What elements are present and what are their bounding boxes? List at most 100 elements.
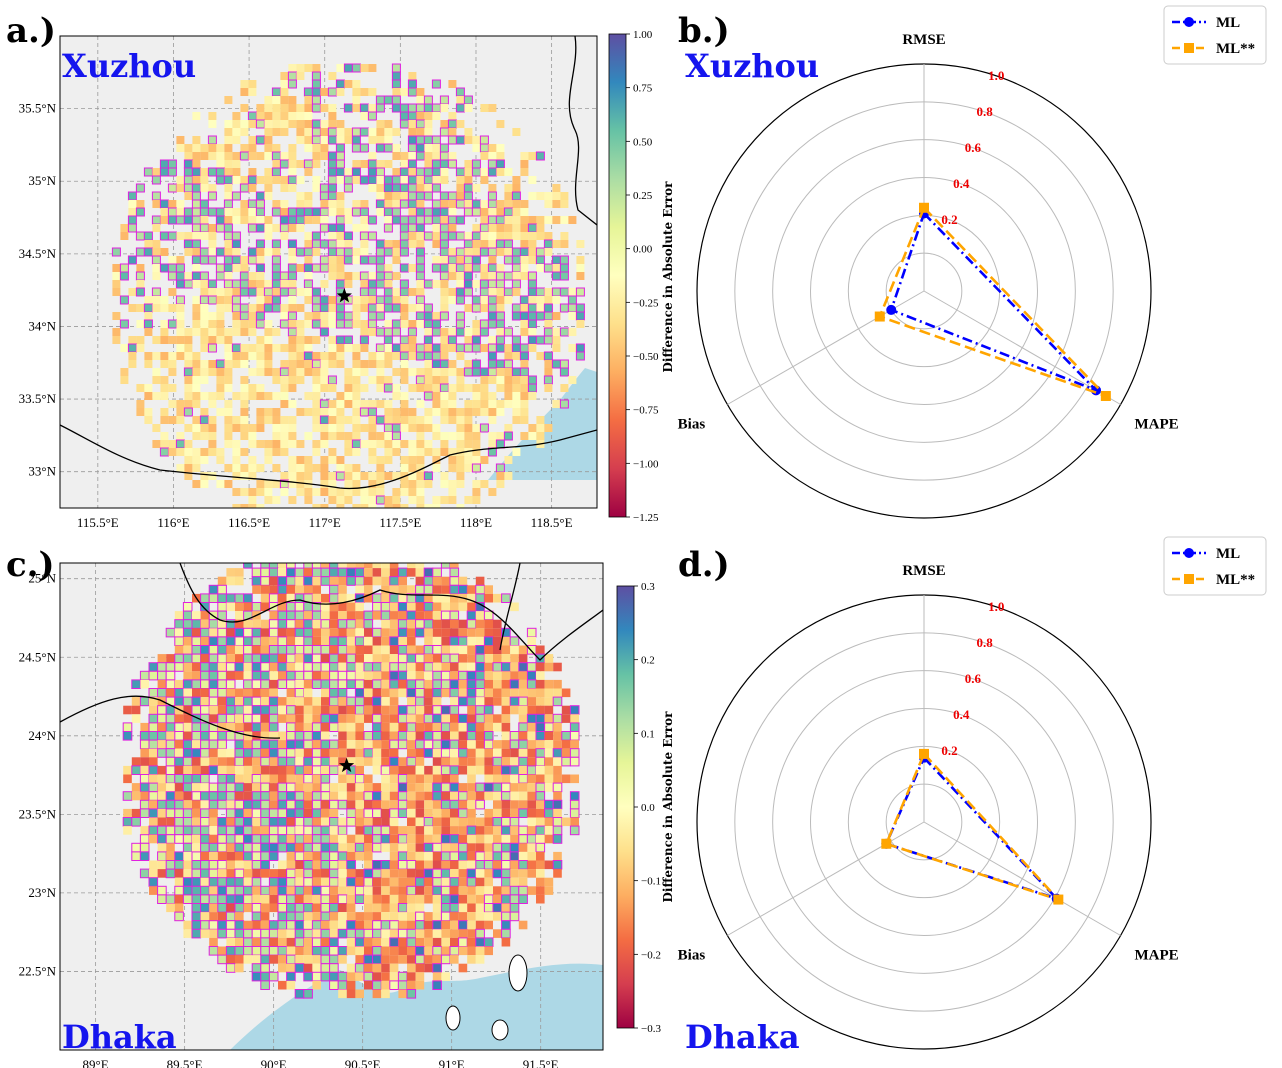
heatmap-cell: [560, 240, 569, 248]
heatmap-cell: [511, 263, 521, 273]
heatmap-cell: [376, 208, 385, 216]
heatmap-cell: [346, 628, 356, 637]
heatmap-cell: [264, 224, 273, 232]
heatmap-cell: [176, 200, 185, 208]
heatmap-cell: [256, 280, 265, 288]
heatmap-cell: [552, 799, 563, 810]
heatmap-cell: [192, 834, 201, 844]
heatmap-cell: [232, 488, 241, 496]
heatmap-cell: [552, 192, 561, 200]
heatmap-cell: [112, 312, 121, 320]
heatmap-cell: [192, 232, 201, 240]
heatmap-cell: [391, 327, 401, 337]
heatmap-cell: [354, 842, 365, 853]
heatmap-cell: [311, 567, 322, 578]
heatmap-cell: [200, 791, 210, 801]
heatmap-cell: [256, 480, 265, 488]
heatmap-cell: [288, 472, 297, 480]
heatmap-cell: [518, 731, 528, 741]
heatmap-cell: [166, 843, 175, 852]
heatmap-cell: [364, 697, 373, 706]
heatmap-cell: [174, 714, 184, 723]
heatmap-cell: [286, 563, 296, 569]
heatmap-cell: [192, 800, 201, 809]
heatmap-cell: [225, 731, 236, 741]
heatmap-cell: [495, 319, 505, 329]
heatmap-cell: [352, 368, 361, 376]
heatmap-cell: [510, 602, 519, 612]
heatmap-cell: [311, 653, 322, 664]
heatmap-cell: [182, 653, 193, 664]
heatmap-cell: [336, 344, 345, 352]
heatmap-cell: [487, 215, 497, 225]
heatmap-cell: [372, 817, 382, 827]
heatmap-cell: [200, 424, 209, 432]
heatmap-cell: [360, 304, 369, 312]
heatmap-cell: [355, 645, 364, 655]
heatmap-cell: [367, 175, 377, 185]
heatmap-cell: [247, 255, 257, 265]
heatmap-cell: [450, 860, 459, 870]
heatmap-cell: [303, 611, 313, 620]
heatmap-cell: [260, 774, 270, 784]
heatmap-cell: [225, 877, 236, 887]
heatmap-cell: [311, 119, 321, 129]
heatmap-cell: [312, 955, 321, 964]
heatmap-cell: [544, 748, 554, 758]
heatmap-cell: [406, 860, 417, 870]
heatmap-cell: [280, 312, 289, 320]
heatmap-cell: [288, 64, 297, 72]
heatmap-cell: [295, 826, 304, 835]
heatmap-cell: [408, 344, 417, 352]
heatmap-cell: [343, 255, 353, 265]
heatmap-cell: [191, 928, 202, 939]
heatmap-cell: [168, 256, 177, 264]
heatmap-cell: [277, 903, 288, 913]
heatmap-cell: [157, 860, 167, 870]
heatmap-cell: [239, 271, 249, 281]
heatmap-cell: [561, 705, 571, 715]
heatmap-cell: [234, 825, 245, 836]
heatmap-cell: [544, 722, 554, 733]
heatmap-cell: [344, 480, 353, 488]
heatmap-cell: [389, 679, 399, 690]
heatmap-cell: [256, 248, 265, 256]
heatmap-cell: [286, 782, 296, 793]
heatmap-cell: [268, 563, 279, 569]
heatmap-cell: [364, 654, 373, 663]
heatmap-cell: [381, 894, 390, 904]
boundary-line: [568, 36, 597, 226]
heatmap-cell: [383, 287, 393, 297]
heatmap-cell: [440, 200, 449, 208]
heatmap-cell: [415, 963, 425, 973]
heatmap-cell: [184, 352, 193, 360]
heatmap-cell: [152, 296, 161, 304]
heatmap-cell: [184, 144, 193, 152]
heatmap-cell: [384, 352, 393, 360]
heatmap-cell: [400, 376, 409, 384]
heatmap-cell: [320, 352, 329, 360]
heatmap-cell: [303, 576, 313, 586]
heatmap-cell: [440, 336, 449, 344]
heatmap-cell: [235, 568, 244, 577]
heatmap-cell: [321, 748, 330, 758]
heatmap-cell: [363, 825, 374, 836]
heatmap-cell: [503, 287, 513, 297]
heatmap-cell: [321, 602, 330, 612]
heatmap-cell: [174, 748, 184, 758]
heatmap-cell: [320, 480, 329, 488]
heatmap-cell: [475, 877, 485, 887]
heatmap-cell: [303, 697, 313, 706]
heatmap-cell: [226, 568, 235, 577]
heatmap-cell: [424, 384, 433, 392]
heatmap-cell: [406, 937, 417, 948]
heatmap-cell: [484, 628, 493, 637]
heatmap-cell: [398, 765, 407, 775]
heatmap-cell: [311, 679, 322, 690]
heatmap-cell: [286, 860, 296, 870]
heatmap-cell: [415, 869, 425, 878]
heatmap-cell: [448, 360, 457, 368]
heatmap-cell: [335, 311, 345, 321]
heatmap-cell: [496, 480, 505, 488]
heatmap-cell: [248, 152, 257, 160]
